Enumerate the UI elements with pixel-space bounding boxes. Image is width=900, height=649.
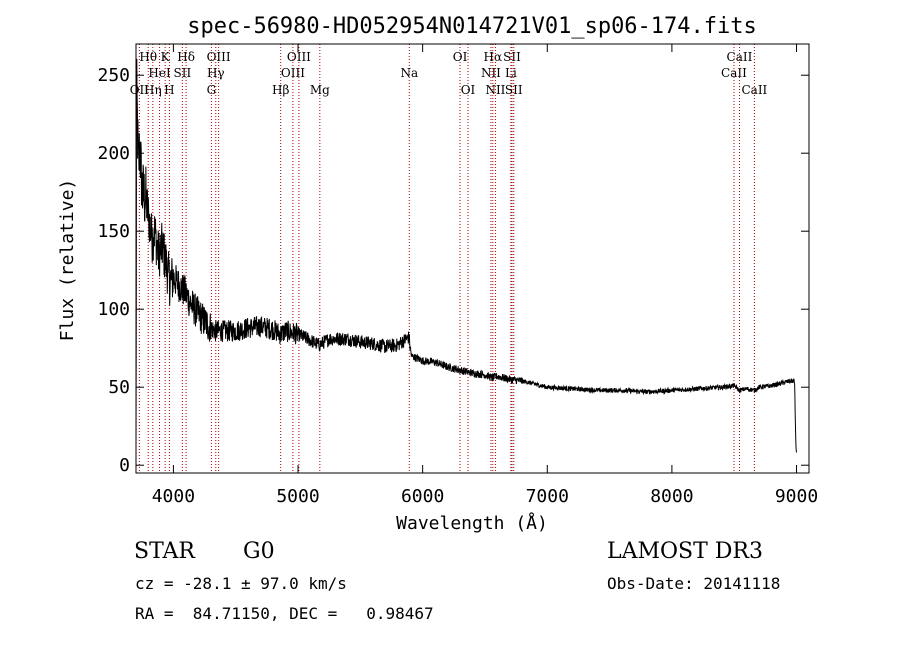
x-tick-label: 6000 <box>401 486 444 507</box>
line-label: Hα <box>484 50 503 64</box>
line-label: Hβ <box>272 83 289 97</box>
cz-value: cz = -28.1 ± 97.0 km/s <box>135 574 347 593</box>
y-tick-label: 100 <box>97 299 130 320</box>
line-label: Na <box>400 66 418 80</box>
line-label: SII <box>505 83 523 97</box>
line-label: NII <box>485 83 505 97</box>
line-label: OII <box>130 83 150 97</box>
spectrum-line <box>135 58 797 453</box>
line-label: OIII <box>287 50 311 64</box>
ra-dec: RA = 84.71150, DEC = 0.98467 <box>135 604 434 623</box>
line-label: OI <box>453 50 468 64</box>
line-label: K <box>161 50 171 64</box>
x-tick-label: 4000 <box>152 486 195 507</box>
line-label: SII <box>174 66 192 80</box>
line-label: OI <box>461 83 476 97</box>
line-label: Hγ <box>207 66 225 80</box>
x-tick-label: 9000 <box>775 486 818 507</box>
line-label: Mg <box>310 83 330 97</box>
y-tick-label: 50 <box>108 377 130 398</box>
chart-title: spec-56980-HD052954N014721V01_sp06-174.f… <box>187 14 757 39</box>
line-label: Hη <box>144 83 162 97</box>
line-label: H <box>164 83 174 97</box>
axes: 4000 5000 6000 7000 8000 9000 0 50 100 150 200 250 <box>97 44 818 507</box>
survey-name: LAMOST DR3 <box>607 539 763 564</box>
line-label: CaII <box>727 50 753 64</box>
line-label: Li <box>505 66 517 80</box>
line-label: Hδ <box>177 50 195 64</box>
y-axis-label: Flux (relative) <box>57 179 78 342</box>
line-label: G <box>207 83 217 97</box>
spectrum-series <box>135 58 797 453</box>
line-label: Hθ <box>139 50 157 64</box>
star-class: STAR <box>134 539 195 564</box>
line-label: OIII <box>207 50 231 64</box>
y-tick-label: 250 <box>97 65 130 86</box>
line-label: HeI <box>148 66 171 80</box>
line-label: CaII <box>721 66 747 80</box>
line-label: NII <box>481 66 501 80</box>
line-label: OIII <box>281 66 305 80</box>
x-tick-label: 8000 <box>650 486 693 507</box>
line-label: SII <box>503 50 521 64</box>
star-subclass: G0 <box>243 539 275 564</box>
x-axis-label: Wavelength (Å) <box>396 512 548 534</box>
x-tick-label: 7000 <box>526 486 569 507</box>
x-tick-label: 5000 <box>276 486 319 507</box>
line-label: CaII <box>741 83 767 97</box>
obs-date: Obs-Date: 20141118 <box>607 574 781 593</box>
y-tick-label: 200 <box>97 143 130 164</box>
plot-frame <box>135 43 810 474</box>
y-tick-label: 150 <box>97 221 130 242</box>
y-tick-label: 0 <box>119 455 130 476</box>
